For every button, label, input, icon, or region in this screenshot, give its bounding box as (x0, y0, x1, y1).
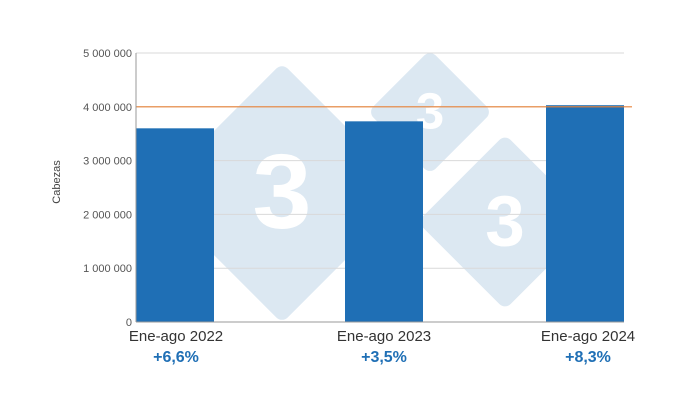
watermark-digit: 3 (485, 183, 525, 262)
x-tick-label: Ene-ago 2022 (129, 328, 223, 345)
y-axis-label: Cabezas (51, 160, 63, 204)
x-tick-label: Ene-ago 2024 (541, 328, 635, 345)
axes: Ene-ago 2022 +6,6% Ene-ago 2023 +3,5% Ene-ag… (129, 53, 635, 366)
change-label: +8,3% (565, 349, 611, 366)
bar (136, 128, 214, 322)
x-tick-label: Ene-ago 2023 (337, 328, 431, 345)
bar (345, 121, 423, 323)
change-label: +3,5% (361, 349, 407, 366)
change-label: +6,6% (153, 349, 199, 366)
y-tick-label: 4 000 000 (83, 102, 132, 114)
bars (136, 105, 624, 323)
y-tick-label: 5 000 000 (83, 48, 132, 60)
watermark-digit: 3 (253, 133, 312, 251)
y-tick-label: 2 000 000 (83, 209, 132, 221)
bar (546, 105, 624, 322)
y-tick-label: 1 000 000 (83, 263, 132, 275)
y-tick-label: 0 (126, 317, 132, 329)
y-tick-label: 3 000 000 (83, 156, 132, 168)
